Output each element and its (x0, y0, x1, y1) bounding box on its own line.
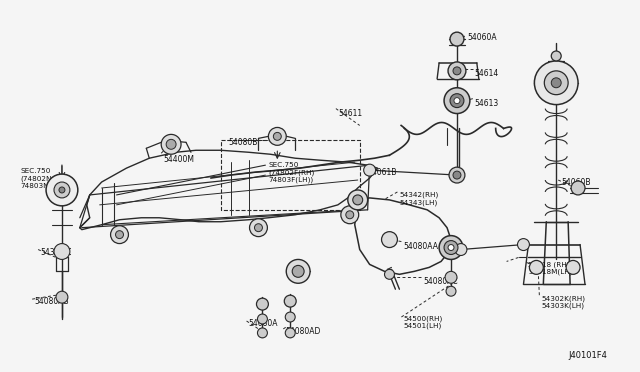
Circle shape (268, 128, 286, 145)
Circle shape (257, 314, 268, 324)
Circle shape (348, 190, 367, 210)
Circle shape (448, 62, 466, 80)
Circle shape (111, 226, 129, 244)
Circle shape (453, 67, 461, 75)
Circle shape (551, 78, 561, 88)
Circle shape (444, 88, 470, 113)
Text: 54080AC: 54080AC (423, 277, 458, 286)
Text: 54080AA: 54080AA (403, 241, 438, 251)
Circle shape (285, 328, 295, 338)
Text: 54060A: 54060A (467, 33, 497, 42)
Circle shape (353, 195, 363, 205)
Circle shape (46, 174, 78, 206)
Circle shape (518, 238, 529, 250)
Text: 54061B: 54061B (367, 168, 397, 177)
Circle shape (250, 219, 268, 237)
Circle shape (449, 167, 465, 183)
Circle shape (450, 94, 464, 108)
Circle shape (529, 260, 543, 274)
Circle shape (116, 231, 124, 238)
Text: 54302K(RH)
54303K(LH): 54302K(RH) 54303K(LH) (541, 295, 586, 309)
Text: 54060B: 54060B (561, 178, 591, 187)
Text: 54376: 54376 (40, 247, 65, 257)
Text: 54080AB: 54080AB (34, 297, 68, 306)
Circle shape (566, 260, 580, 274)
Circle shape (364, 164, 376, 176)
Text: 54080AD: 54080AD (285, 327, 321, 336)
Circle shape (161, 134, 181, 154)
Circle shape (534, 61, 578, 105)
Text: 54342(RH)
54343(LH): 54342(RH) 54343(LH) (399, 192, 438, 206)
Text: 54611: 54611 (338, 109, 362, 118)
Text: 54614: 54614 (475, 69, 499, 78)
Circle shape (446, 286, 456, 296)
Circle shape (444, 241, 458, 254)
Circle shape (453, 171, 461, 179)
Circle shape (54, 244, 70, 259)
Circle shape (439, 235, 463, 259)
Text: 54613: 54613 (475, 99, 499, 108)
Text: SEC.750
(74802F(RH)
74803F(LH)): SEC.750 (74802F(RH) 74803F(LH)) (268, 162, 315, 183)
Circle shape (56, 291, 68, 303)
Circle shape (385, 269, 394, 279)
Circle shape (59, 187, 65, 193)
Text: SEC.750
(74802N(RH)
74803N(LH)): SEC.750 (74802N(RH) 74803N(LH)) (20, 168, 68, 189)
Circle shape (273, 132, 282, 140)
Text: 54500(RH)
54501(LH): 54500(RH) 54501(LH) (403, 315, 443, 329)
Circle shape (381, 232, 397, 247)
Circle shape (341, 206, 358, 224)
Circle shape (454, 98, 460, 104)
Circle shape (257, 328, 268, 338)
Circle shape (292, 265, 304, 277)
Text: 54080A: 54080A (248, 319, 278, 328)
Circle shape (166, 140, 176, 149)
Circle shape (571, 181, 585, 195)
Circle shape (286, 259, 310, 283)
Circle shape (257, 298, 268, 310)
Text: 54618 (RH)
54618M(LH): 54618 (RH) 54618M(LH) (529, 262, 573, 275)
Circle shape (285, 312, 295, 322)
Circle shape (450, 32, 464, 46)
Circle shape (255, 224, 262, 232)
Circle shape (54, 182, 70, 198)
Circle shape (544, 71, 568, 95)
Circle shape (346, 211, 354, 219)
Bar (221, 140, 360, 210)
Circle shape (551, 51, 561, 61)
Text: J40101F4: J40101F4 (568, 351, 607, 360)
Circle shape (284, 295, 296, 307)
Text: 54080B: 54080B (228, 138, 258, 147)
Circle shape (445, 271, 457, 283)
Text: 54400M: 54400M (163, 155, 194, 164)
Circle shape (448, 244, 454, 250)
Circle shape (455, 244, 467, 256)
